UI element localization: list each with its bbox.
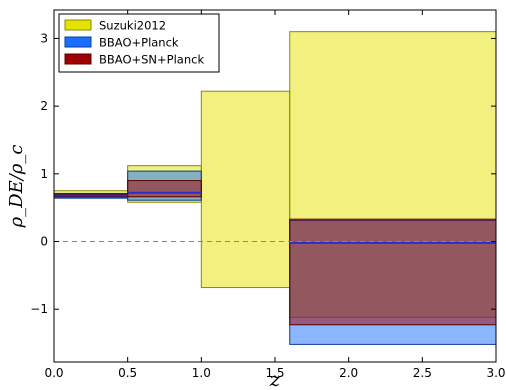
x-tick-label-5: 2.5	[413, 366, 432, 380]
bands-layer	[53, 31, 497, 345]
legend-swatch-0	[64, 19, 92, 31]
y-tick-label-3: 0	[40, 235, 48, 249]
x-axis-label: z	[269, 367, 281, 390]
x-tick-label-6: 3.0	[486, 366, 505, 380]
y-tick-label-1: 2	[40, 99, 48, 113]
y-tick-label-2: 1	[40, 167, 48, 181]
legend-swatch-2	[64, 53, 92, 65]
y-tick-label-4: −1	[30, 302, 48, 316]
band-2-bin-1	[127, 180, 202, 198]
x-axis-ticks: 0.0 0.5 1.0 1.5 2.0 2.5 3.0	[44, 10, 506, 380]
legend: Suzuki2012 BBAO+Planck BBAO+SN+Planck	[58, 13, 220, 73]
x-tick-label-0: 0.0	[44, 366, 63, 380]
legend-swatch-1	[64, 36, 92, 48]
x-tick-label-3: 1.5	[265, 366, 284, 380]
bestfit-layer	[54, 191, 496, 244]
x-tick-label-2: 1.0	[192, 366, 211, 380]
legend-label-2: BBAO+SN+Planck	[99, 53, 204, 67]
x-tick-label-1: 0.5	[118, 366, 137, 380]
legend-label-0: Suzuki2012	[99, 19, 166, 33]
y-axis-ticks: 3 2 1 0 −1	[30, 31, 496, 316]
legend-label-1: BBAO+Planck	[99, 36, 179, 50]
band-2-bin-2	[289, 218, 497, 326]
y-tick-label-0: 3	[40, 31, 48, 45]
y-axis-label: ρ_DE/ρ_c	[6, 145, 27, 229]
band-0-bin-2	[200, 90, 291, 289]
x-tick-label-4: 2.0	[339, 366, 358, 380]
